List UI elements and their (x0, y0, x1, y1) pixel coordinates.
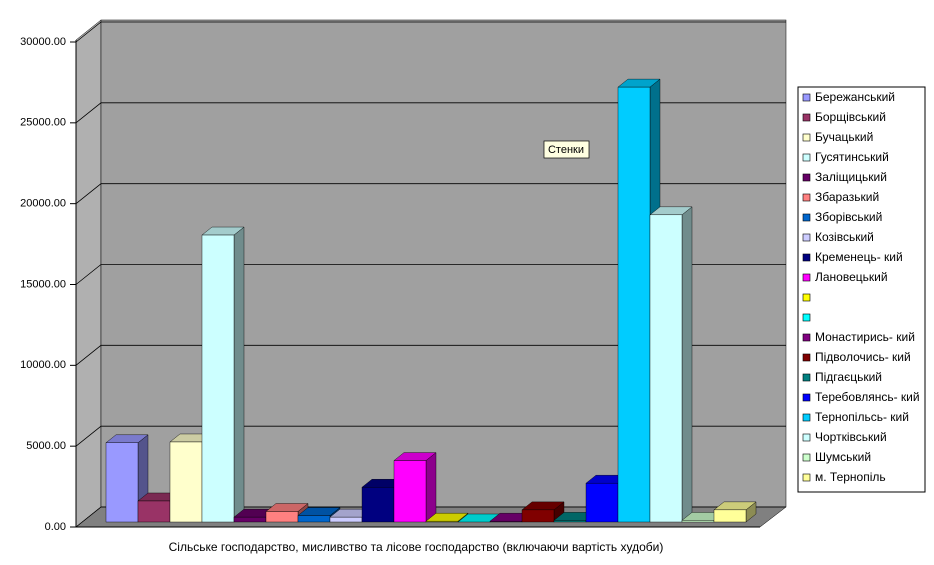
y-tick-label: 30000.00 (20, 36, 66, 48)
legend-label: Гусятинський (815, 150, 889, 164)
bar-front (649, 214, 683, 523)
legend-swatch (802, 413, 811, 422)
bar-front (105, 442, 139, 523)
y-tick-label: 0.00 (45, 521, 66, 533)
bar-side (425, 452, 437, 523)
bar-front (521, 509, 555, 523)
legend-label: Теребовлянсь- кий (815, 390, 920, 404)
legend-swatch (802, 173, 811, 182)
legend-swatch (802, 93, 811, 102)
grid-line (75, 425, 786, 447)
legend-swatch (802, 313, 811, 322)
bar-front (201, 234, 235, 523)
legend-swatch (802, 193, 811, 202)
legend-label: Зборівський (815, 210, 882, 224)
y-tick-label: 5000.00 (26, 440, 66, 452)
legend-label: Підгаєцький (815, 370, 882, 384)
bar-side (681, 206, 693, 523)
bar-side (233, 226, 245, 523)
legend-label: м. Тернопіль (815, 470, 886, 484)
bar-front (393, 460, 427, 523)
bar (649, 206, 693, 523)
legend-swatch (802, 353, 811, 362)
legend-label: Бучацький (815, 130, 873, 144)
legend-swatch (802, 233, 811, 242)
bar-front (617, 86, 651, 523)
legend-swatch (802, 273, 811, 282)
legend-label: Шумський (815, 450, 871, 464)
tooltip-box (543, 140, 590, 159)
legend-label: Козівський (815, 230, 874, 244)
y-tick-label: 15000.00 (20, 278, 66, 290)
legend-label: Бережанський (815, 90, 895, 104)
legend-swatch (802, 153, 811, 162)
legend-swatch (802, 473, 811, 482)
legend-swatch (802, 373, 811, 382)
side-wall (75, 19, 102, 528)
bar-front (713, 509, 747, 523)
legend-label: Кременець- кий (815, 250, 903, 264)
legend-swatch (802, 453, 811, 462)
legend-label: Підволочись- кий (815, 350, 911, 364)
legend-swatch (802, 253, 811, 262)
bar-front (553, 520, 587, 523)
bar (201, 226, 245, 523)
grid-line (75, 102, 786, 124)
bar (713, 501, 757, 523)
legend-swatch (802, 433, 811, 442)
x-axis-label: Сільське господарство, мисливство та ліс… (169, 540, 664, 554)
y-tick-label: 25000.00 (20, 117, 66, 129)
legend-label: Борщівський (815, 110, 886, 124)
bar (521, 501, 565, 523)
grid-line (75, 183, 786, 204)
grid-line (75, 264, 786, 285)
legend-label: Монастирись- кий (815, 330, 915, 344)
legend (797, 86, 926, 493)
legend-swatch (802, 133, 811, 142)
legend-swatch (802, 113, 811, 122)
legend-swatch (802, 293, 811, 302)
legend-label: Заліщицький (815, 170, 887, 184)
grid-line (75, 21, 786, 43)
legend-label: Чортківський (815, 430, 887, 444)
bar-front (169, 441, 203, 523)
bar-front (233, 516, 267, 523)
grid-line (75, 344, 786, 366)
y-tick-label: 20000.00 (20, 198, 66, 210)
bar-front (329, 516, 363, 523)
legend-swatch (802, 333, 811, 342)
legend-label: Тернопільсь- кий (815, 410, 909, 424)
bar-front (361, 487, 395, 523)
legend-label: Збаразький (815, 190, 879, 204)
y-tick-label: 10000.00 (20, 359, 66, 371)
legend-swatch (802, 393, 811, 402)
bar-front (265, 511, 299, 523)
bar-front (425, 520, 459, 523)
legend-swatch (802, 213, 811, 222)
bar-front (585, 483, 619, 523)
bar-front (489, 520, 523, 523)
bar (393, 452, 437, 523)
bar-front (137, 500, 171, 523)
annotation: Стенки (548, 144, 584, 156)
bar-front (681, 520, 715, 523)
legend-label: Лановецький (815, 270, 888, 284)
bar-front (297, 515, 331, 523)
